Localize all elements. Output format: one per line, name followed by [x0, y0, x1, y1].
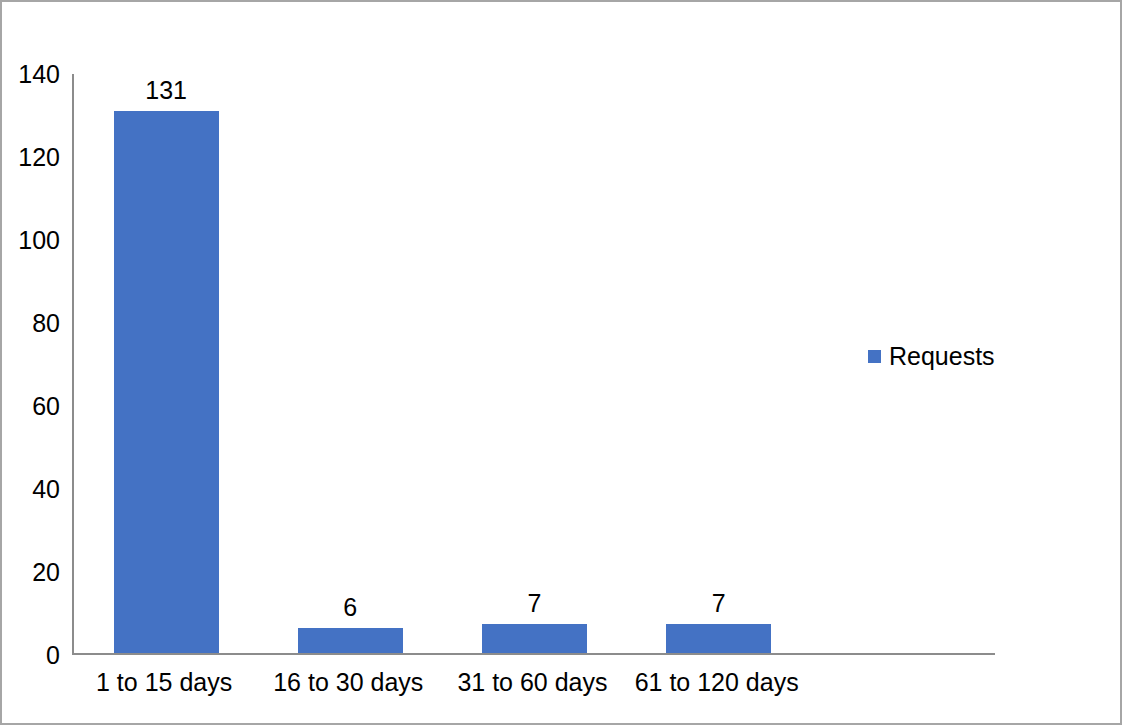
x-axis-category-labels: 1 to 15 days 16 to 30 days 31 to 60 days… — [72, 667, 993, 697]
legend-label: Requests — [889, 342, 995, 370]
bar-31-to-60-days — [482, 624, 587, 653]
bar-chart: 140 120 100 80 60 40 20 0 131 6 7 7 1 to… — [0, 0, 1122, 725]
bar-value-label: 6 — [343, 593, 357, 621]
bar-group-61-to-120-days: 7 — [627, 74, 811, 653]
y-axis-tick-labels: 140 120 100 80 60 40 20 0 — [2, 59, 60, 670]
bar-value-label: 131 — [145, 76, 187, 104]
bar-value-label: 7 — [528, 589, 542, 617]
y-axis-tick-label: 140 — [2, 59, 60, 89]
y-axis-tick-label: 120 — [2, 142, 60, 172]
x-axis-category-label: 61 to 120 days — [625, 667, 809, 697]
y-axis-tick-label: 100 — [2, 225, 60, 255]
bar-group-1-to-15-days: 131 — [74, 74, 258, 653]
y-axis-tick-label: 80 — [2, 308, 60, 338]
bar-61-to-120-days — [666, 624, 771, 653]
legend: Requests — [868, 342, 995, 370]
bar-16-to-30-days — [298, 628, 403, 653]
bar-group-16-to-30-days: 6 — [258, 74, 442, 653]
legend-color-swatch — [868, 350, 881, 363]
x-axis-category-label: 16 to 30 days — [256, 667, 440, 697]
y-axis-tick-label: 0 — [2, 640, 60, 670]
x-axis-category-label-empty — [809, 667, 993, 697]
y-axis-tick-label: 20 — [2, 557, 60, 587]
x-axis-category-label: 1 to 15 days — [72, 667, 256, 697]
x-axis-category-label: 31 to 60 days — [440, 667, 624, 697]
plot-area: 131 6 7 7 — [72, 74, 995, 655]
bar-value-label: 7 — [712, 589, 726, 617]
bar-1-to-15-days — [114, 111, 219, 653]
y-axis-tick-label: 40 — [2, 474, 60, 504]
bar-group-31-to-60-days: 7 — [442, 74, 626, 653]
y-axis-tick-label: 60 — [2, 391, 60, 421]
